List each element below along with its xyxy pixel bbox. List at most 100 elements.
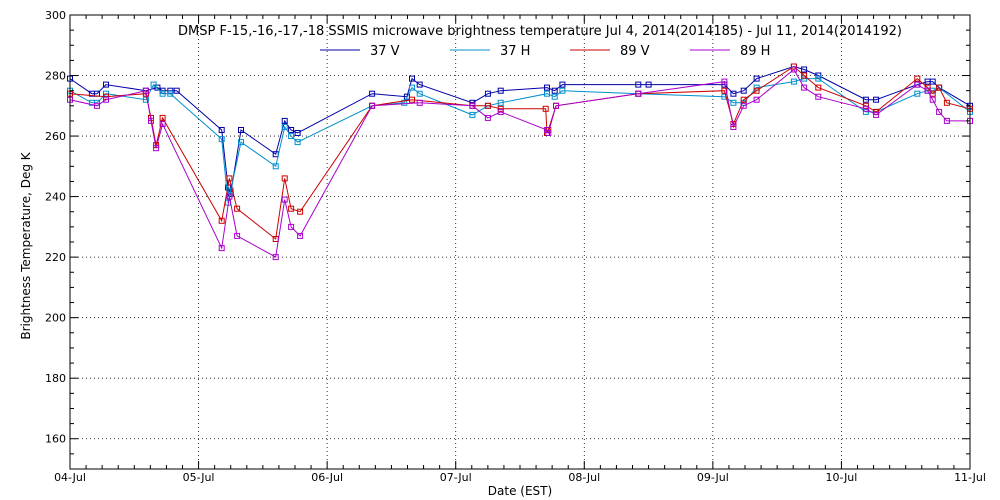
- y-tick-label: 260: [45, 130, 66, 143]
- data-point-89-v: [815, 84, 822, 91]
- x-tick-label: 07-Jul: [440, 471, 472, 484]
- data-point-89-v: [297, 208, 304, 215]
- data-point-37-v: [740, 87, 747, 94]
- data-point-89-h: [936, 108, 943, 115]
- data-point-37-h: [238, 139, 244, 146]
- data-point-89-h: [815, 93, 822, 100]
- data-point-37-h: [559, 87, 566, 94]
- data-point-89-h: [862, 105, 869, 112]
- data-point-37-h: [469, 111, 476, 118]
- data-point-37-h: [401, 99, 408, 106]
- data-point-89-v: [226, 175, 233, 182]
- data-point-89-h: [943, 117, 950, 124]
- data-point-89-v: [281, 175, 288, 182]
- x-axis-title: Date (EST): [488, 484, 552, 498]
- data-point-37-v: [281, 117, 288, 124]
- data-point-89-h: [635, 90, 642, 97]
- data-point-37-v: [238, 127, 244, 133]
- x-tick-label: 05-Jul: [183, 471, 215, 484]
- data-point-37-h: [730, 99, 737, 106]
- data-point-37-h: [159, 90, 166, 97]
- data-point-89-v: [542, 105, 549, 112]
- data-point-89-h: [873, 111, 880, 118]
- data-point-37-v: [753, 75, 760, 82]
- legend-label-37-v: 37 V: [370, 44, 400, 59]
- data-point-89-h: [484, 114, 491, 121]
- data-point-89-h: [545, 130, 552, 136]
- data-point-89-h: [218, 245, 225, 252]
- data-point-89-v: [753, 87, 760, 94]
- series-89-v: [67, 63, 973, 242]
- y-tick-label: 280: [45, 70, 66, 83]
- data-point-37-v: [288, 127, 295, 133]
- data-point-89-h: [740, 102, 747, 109]
- data-point-89-v: [159, 114, 166, 121]
- series-37-v: [67, 63, 973, 197]
- y-tick-label: 300: [45, 9, 66, 22]
- data-point-89-h: [469, 102, 476, 109]
- data-point-89-h: [753, 96, 760, 103]
- x-tick-label: 08-Jul: [568, 471, 600, 484]
- data-point-89-v: [740, 96, 747, 103]
- data-point-37-v: [369, 90, 376, 97]
- x-tick-label: 06-Jul: [311, 471, 343, 484]
- data-point-89-v: [288, 205, 295, 212]
- data-point-37-v: [103, 81, 109, 88]
- data-point-37-v: [218, 127, 225, 133]
- y-tick-label: 200: [45, 312, 66, 325]
- data-point-37-v: [801, 66, 808, 73]
- plot-frame: [69, 14, 971, 470]
- data-point-89-h: [497, 108, 504, 115]
- data-point-37-v: [416, 81, 423, 88]
- x-tick-label: 10-Jul: [825, 471, 857, 484]
- data-point-89-v: [936, 84, 943, 91]
- data-point-89-h: [148, 117, 154, 124]
- data-point-37-h: [281, 124, 288, 130]
- data-point-89-h: [553, 102, 559, 109]
- data-point-89-v: [924, 84, 931, 91]
- data-point-37-v: [551, 87, 558, 94]
- data-point-37-v: [497, 87, 504, 94]
- data-point-89-v: [721, 87, 728, 94]
- data-point-37-h: [272, 163, 279, 170]
- axis-ticks: [69, 14, 971, 470]
- data-point-37-v: [645, 81, 652, 88]
- series-lines: [67, 63, 973, 261]
- legend-label-89-h: 89 H: [740, 44, 770, 59]
- data-point-37-h: [753, 84, 760, 91]
- y-tick-label: 160: [45, 433, 66, 446]
- y-tick-label: 220: [45, 251, 66, 264]
- data-point-89-v: [943, 99, 950, 106]
- x-tick-label: 11-Jul: [954, 471, 986, 484]
- y-tick-label: 180: [45, 372, 66, 385]
- data-point-89-h: [288, 223, 295, 230]
- data-point-89-h: [281, 196, 288, 203]
- data-point-37-v: [409, 75, 415, 82]
- data-point-89-h: [914, 81, 921, 88]
- tick-labels: 160 180 200 220 240 260 280 300 04-Jul 05-Jul 06-J…: [45, 9, 986, 484]
- series-37-h: [67, 75, 973, 206]
- data-point-37-h: [416, 90, 423, 97]
- series-line-89-v: [69, 65, 971, 240]
- data-point-89-v: [409, 96, 415, 103]
- data-point-89-h: [142, 87, 149, 94]
- data-point-89-h: [234, 232, 241, 239]
- data-point-89-h: [730, 124, 737, 130]
- legend-label-89-v: 89 V: [620, 44, 650, 59]
- data-point-89-v: [484, 102, 491, 109]
- data-point-89-v: [497, 105, 504, 112]
- y-tick-label: 240: [45, 191, 66, 204]
- legend: 37 V 37 H 89 V 89 H: [320, 44, 770, 59]
- data-point-37-h: [167, 90, 174, 97]
- data-point-37-h: [288, 133, 295, 140]
- chart-title: DMSP F-15,-16,-17,-18 SSMIS microwave br…: [178, 24, 902, 39]
- data-point-37-v: [929, 78, 936, 85]
- y-axis-title: Brightness Temperature, Deg K: [19, 151, 33, 339]
- data-point-89-h: [103, 96, 109, 103]
- data-point-37-h: [142, 96, 149, 103]
- series-line-37-v: [69, 65, 971, 196]
- data-point-89-h: [153, 145, 160, 152]
- grid: [70, 15, 970, 469]
- data-point-37-v: [815, 72, 822, 79]
